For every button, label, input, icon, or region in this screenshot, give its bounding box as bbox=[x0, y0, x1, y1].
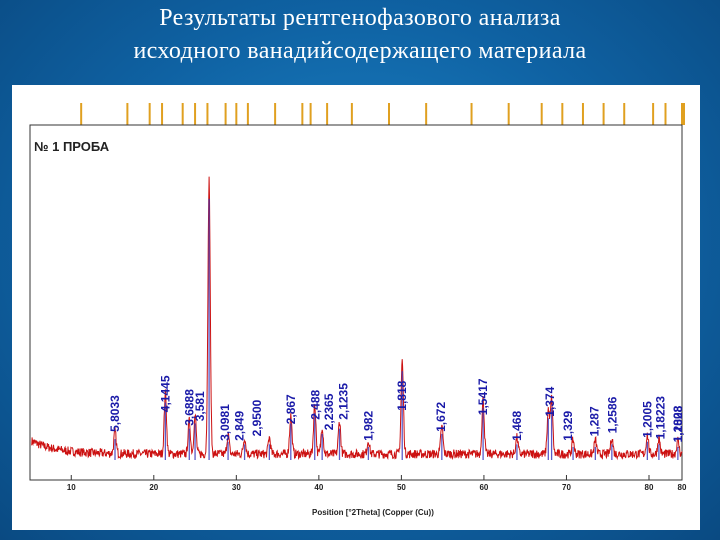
peak-label-10: 2,1235 bbox=[337, 383, 351, 420]
peak-label-16: 1,374 bbox=[543, 386, 557, 416]
xrd-trace bbox=[31, 176, 683, 461]
peak-label-19: 1,2586 bbox=[606, 396, 620, 433]
x-tick-label-8: 80 bbox=[678, 483, 687, 492]
peak-label-23: 1,1828 bbox=[671, 405, 685, 442]
x-tick-label-2: 30 bbox=[232, 483, 241, 492]
peak-label-7: 2,867 bbox=[284, 394, 298, 424]
peak-label-17: 1,329 bbox=[561, 411, 575, 441]
peak-label-21: 1,18223 bbox=[654, 396, 668, 440]
plot-frame bbox=[29, 124, 683, 481]
xrd-chart-panel: 5,8033 4,1445 3,6888 3,581 3,0981 2,849 2,9500… bbox=[12, 85, 700, 530]
reference-marks bbox=[80, 103, 685, 125]
peak-label-13: 1,672 bbox=[434, 402, 448, 432]
peak-label-4: 3,0981 bbox=[218, 404, 232, 441]
peak-label-11: 1,982 bbox=[361, 411, 375, 441]
x-tick-label-6: 70 bbox=[562, 483, 571, 492]
x-tick-label-5: 60 bbox=[479, 483, 488, 492]
trace-group bbox=[31, 176, 683, 461]
peak-label-1: 4,1445 bbox=[158, 375, 172, 412]
peak-label-8: 2,488 bbox=[309, 389, 323, 419]
x-tick-label-1: 20 bbox=[149, 483, 158, 492]
peak-label-2: 3,6888 bbox=[182, 389, 196, 426]
slide-title-line-2: исходного ванадийсодержащего материала bbox=[133, 38, 587, 64]
peak-label-20: 1,2005 bbox=[640, 401, 654, 438]
peak-label-5: 2,849 bbox=[233, 411, 247, 441]
x-axis-ticks: 10 20 30 40 50 60 70 80 80 bbox=[67, 475, 687, 492]
peak-label-18: 1,287 bbox=[588, 406, 602, 436]
peak-label-22: 1,2008 bbox=[671, 405, 685, 442]
x-tick-label-7: 80 bbox=[645, 483, 654, 492]
peak-label-0: 5,8033 bbox=[108, 395, 122, 432]
peak-label-12: 1,818 bbox=[395, 380, 409, 410]
peak-label-14: 1,5417 bbox=[476, 378, 490, 415]
peak-label-6: 2,9500 bbox=[250, 399, 264, 436]
x-tick-label-3: 40 bbox=[314, 483, 323, 492]
slide-title: Результаты рентгенофазового анализа исхо… bbox=[0, 2, 720, 68]
chart-title: № 1 ПРОБА bbox=[34, 139, 110, 154]
x-axis-label: Position [°2Theta] (Copper (Cu)) bbox=[312, 508, 434, 517]
peak-label-9: 2,2365 bbox=[322, 393, 336, 430]
x-tick-label-4: 50 bbox=[397, 483, 406, 492]
slide-title-line-1: Результаты рентгенофазового анализа bbox=[159, 5, 561, 31]
x-tick-label-0: 10 bbox=[67, 483, 76, 492]
peak-label-15: 1,468 bbox=[510, 411, 524, 441]
peak-label-3: 3,581 bbox=[193, 391, 207, 421]
